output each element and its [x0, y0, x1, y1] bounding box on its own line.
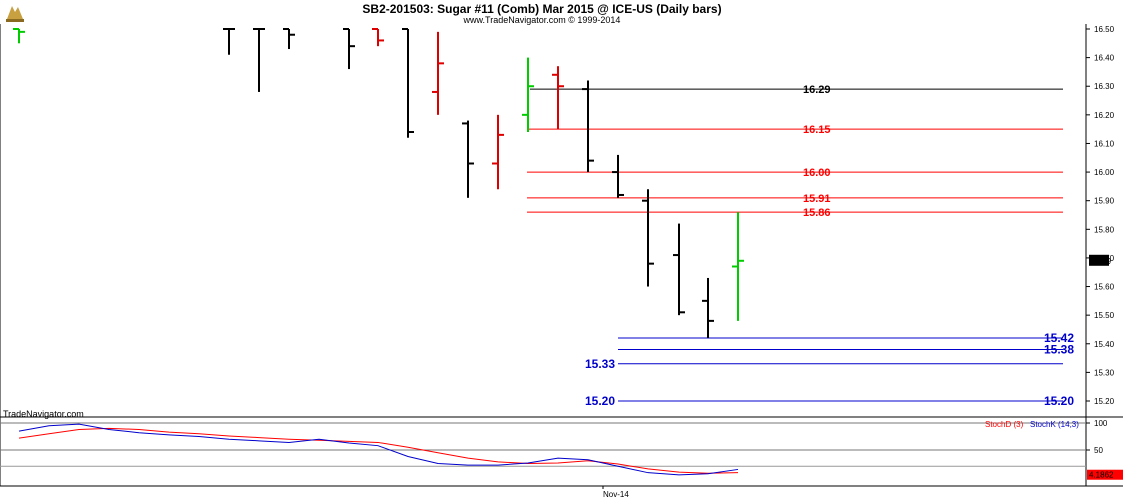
stoch-series-stoch_k — [18, 423, 739, 476]
price-tick-label: 15.30 — [1094, 368, 1115, 377]
level-label-15.33: 15.33 — [585, 357, 615, 371]
stoch-tick-label: 50 — [1094, 446, 1103, 455]
price-tick-label: 15.60 — [1094, 283, 1115, 292]
stoch-k-legend: StochK (14,3) — [1030, 420, 1079, 429]
level-label-15.20: 15.20 — [585, 394, 615, 408]
price-bar — [462, 120, 474, 198]
level-label-15.42: 15.42 — [1044, 331, 1074, 345]
level-label-16.00: 16.00 — [803, 167, 831, 179]
price-bar — [402, 28, 414, 138]
price-bar — [642, 189, 654, 287]
last-price-label: 15.69 — [1091, 257, 1112, 266]
price-tick-label: 15.90 — [1094, 197, 1115, 206]
chart-frame — [0, 24, 1123, 487]
level-label-15.38: 15.38 — [1044, 342, 1074, 356]
price-bar — [673, 223, 685, 316]
level-label-16.29: 16.29 — [803, 84, 831, 96]
level-label-16.15: 16.15 — [803, 124, 831, 136]
price-tick-label: 15.80 — [1094, 225, 1115, 234]
price-bar — [702, 277, 714, 339]
level-label-15.91: 15.91 — [803, 193, 831, 205]
price-bar — [492, 114, 504, 190]
price-tick-label: 15.40 — [1094, 340, 1115, 349]
price-axis: 16.50 16.40 16.30 16.20 16.10 16.00 15.90 15.80… — [1086, 25, 1115, 406]
chart-subtitle: www.TradeNavigator.com © 1999-2014 — [463, 15, 621, 25]
price-tick-label: 15.20 — [1094, 397, 1115, 406]
price-bar — [432, 31, 444, 115]
price-bar — [13, 28, 25, 44]
stoch-d-legend: StochD (3) — [985, 420, 1024, 429]
price-tick-label: 16.50 — [1094, 25, 1115, 34]
stoch-last-label: 4.1862 — [1089, 471, 1114, 480]
price-tick-label: 16.40 — [1094, 54, 1115, 63]
level-label-15.86: 15.86 — [803, 207, 831, 219]
stochastic-panel: 100 50 4.1862 — [0, 419, 1123, 489]
watermark-label: TradeNavigator.com — [3, 409, 84, 419]
price-bar — [552, 66, 564, 130]
price-bar — [223, 28, 235, 55]
stoch-series-stoch_d — [18, 427, 739, 474]
price-tick-label: 16.00 — [1094, 168, 1115, 177]
price-bar — [522, 57, 534, 133]
price-bar — [732, 212, 744, 321]
stoch-last-box — [1087, 469, 1123, 480]
trade-navigator-logo-icon — [4, 2, 26, 24]
price-bar — [253, 28, 265, 92]
price-tick-label: 16.10 — [1094, 139, 1115, 148]
price-tick-label: 16.20 — [1094, 111, 1115, 120]
price-bar — [283, 28, 295, 50]
x-axis-label-nov: Nov-14 — [603, 490, 629, 499]
price-bar — [612, 154, 624, 198]
price-bar — [582, 80, 594, 173]
price-bars — [13, 28, 744, 339]
price-bar — [343, 28, 355, 70]
level-label-right-15.20: 15.20 — [1044, 394, 1074, 408]
stoch-tick-label: 100 — [1094, 419, 1108, 428]
last-price-box — [1089, 254, 1109, 266]
chart-title: SB2-201503: Sugar #11 (Comb) Mar 2015 @ … — [362, 2, 722, 16]
price-tick-label: 15.50 — [1094, 311, 1115, 320]
price-bar — [372, 28, 384, 47]
price-tick-label: 16.30 — [1094, 82, 1115, 91]
